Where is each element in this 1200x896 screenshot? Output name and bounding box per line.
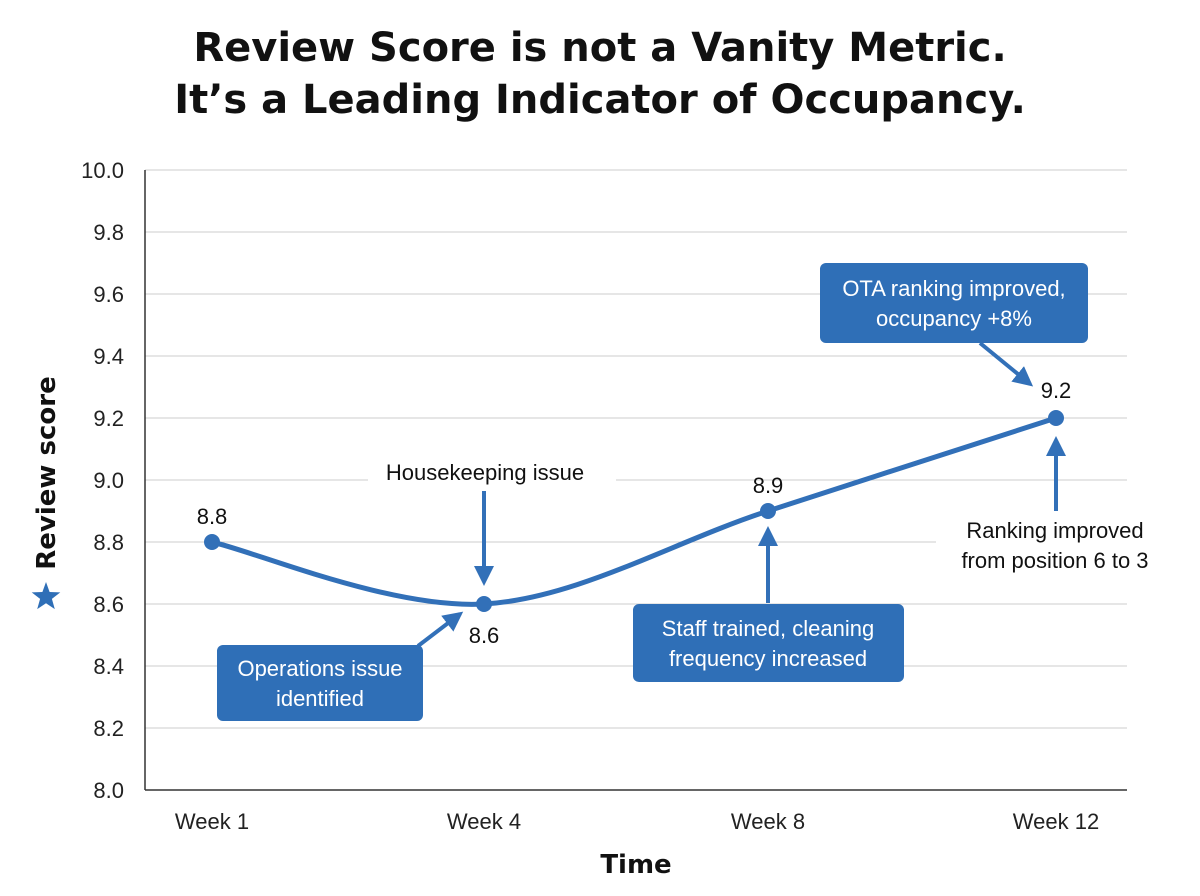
series: [204, 410, 1064, 612]
arrow-operations: [416, 611, 464, 648]
annotation-arrows: [416, 341, 1066, 648]
data-point: [476, 596, 492, 612]
annotation-1: Housekeeping issue: [368, 453, 616, 491]
annotation-4: OTA ranking improved, occupancy +8%: [820, 263, 1088, 343]
annotations: Housekeeping issue Operations issue identi…: [217, 263, 1184, 721]
data-label: 8.6: [469, 623, 500, 648]
data-point: [204, 534, 220, 550]
data-point: [760, 503, 776, 519]
x-tick-label: Week 1: [175, 809, 249, 834]
annotation-text: frequency increased: [669, 646, 867, 671]
annotation-3: Staff trained, cleaning frequency increas…: [633, 604, 904, 682]
y-tick-label: 8.4: [93, 654, 124, 679]
annotation-2: Operations issue identified: [217, 645, 423, 721]
y-tick-label: 9.8: [93, 220, 124, 245]
data-label: 8.9: [753, 473, 784, 498]
annotation-text: Housekeeping issue: [386, 460, 584, 485]
series-line: [209, 415, 1059, 607]
star-icon: [31, 582, 61, 610]
annotation-text: from position 6 to 3: [961, 548, 1148, 573]
y-tick-label: 8.2: [93, 716, 124, 741]
chart-title: Review Score is not a Vanity Metric. It’…: [0, 22, 1200, 126]
annotation-backdrop: [368, 453, 616, 491]
labels: 8.8 8.6 8.9 9.2: [197, 378, 1072, 648]
annotation-text: occupancy +8%: [876, 306, 1032, 331]
axes: 8.0 8.2 8.4 8.6 8.8 9.0 9.2 9.4 9.6 9.8 10.0 Week 1…: [31, 158, 1127, 880]
annotation-text: Staff trained, cleaning: [662, 616, 874, 641]
chart-title-line-2: It’s a Leading Indicator of Occupancy.: [174, 77, 1026, 123]
annotation-text: Ranking improved: [966, 518, 1143, 543]
y-tick-label: 9.0: [93, 468, 124, 493]
data-point: [1048, 410, 1064, 426]
y-tick-label: 8.8: [93, 530, 124, 555]
arrow-ota-ranking: [978, 341, 1034, 387]
y-tick-label: 8.0: [93, 778, 124, 803]
annotation-box: [217, 645, 423, 721]
x-axis-title: Time: [600, 850, 671, 880]
y-tick-label: 9.2: [93, 406, 124, 431]
x-tick-label: Week 8: [731, 809, 805, 834]
y-axis-title: Review score: [32, 376, 62, 569]
y-tick-label: 8.6: [93, 592, 124, 617]
x-tick-label: Week 4: [447, 809, 521, 834]
y-tick-label: 10.0: [81, 158, 124, 183]
y-tick-label: 9.4: [93, 344, 124, 369]
chart-title-line-1: Review Score is not a Vanity Metric.: [193, 25, 1007, 71]
annotation-box: [820, 263, 1088, 343]
x-tick-label: Week 12: [1013, 809, 1099, 834]
annotation-box: [633, 604, 904, 682]
data-label: 9.2: [1041, 378, 1072, 403]
annotation-backdrop: [936, 511, 1184, 579]
y-tick-label: 9.6: [93, 282, 124, 307]
annotation-5: Ranking improved from position 6 to 3: [936, 511, 1184, 579]
data-label: 8.8: [197, 504, 228, 529]
annotation-text: identified: [276, 686, 364, 711]
annotation-text: OTA ranking improved,: [842, 276, 1065, 301]
annotation-text: Operations issue: [237, 656, 402, 681]
